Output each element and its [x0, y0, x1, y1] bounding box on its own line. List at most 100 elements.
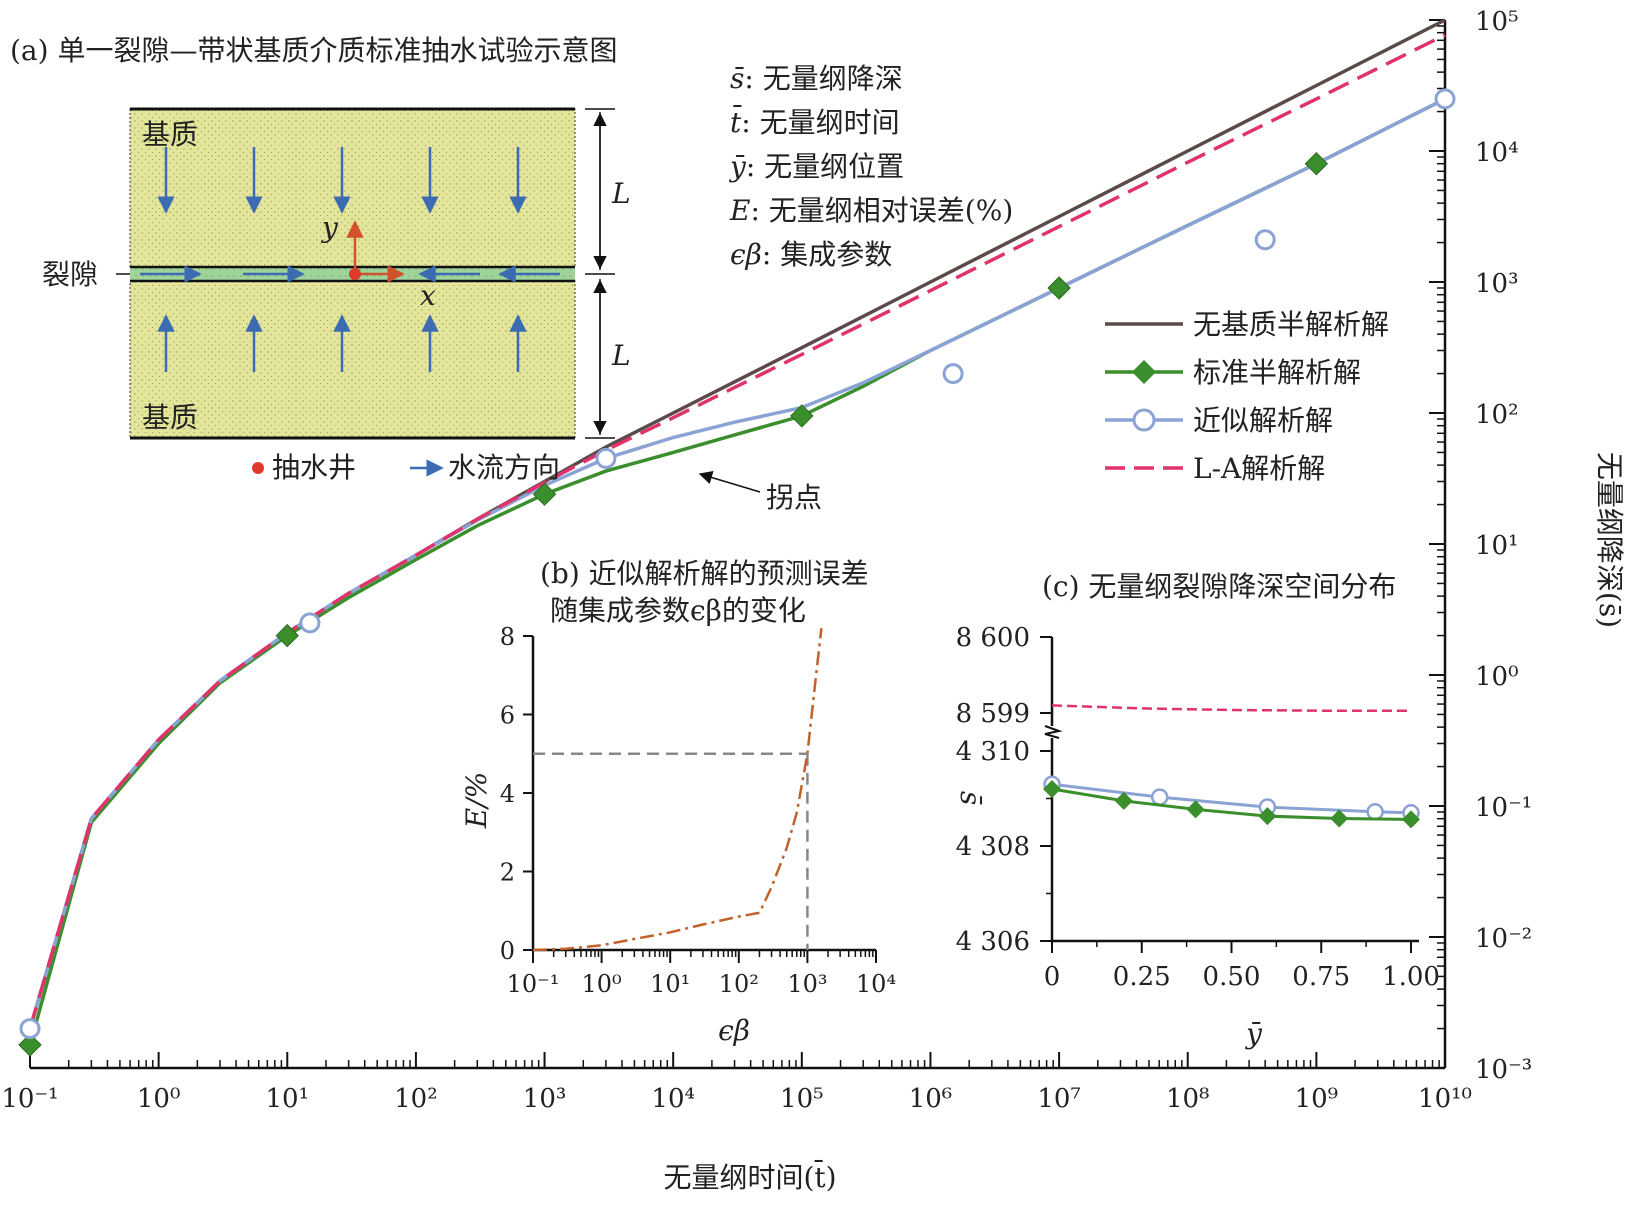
circle-marker	[1434, 88, 1456, 110]
y-tick-label: 10⁻³	[1475, 1055, 1532, 1085]
panel-c-x-tick-label: 0.75	[1292, 962, 1350, 992]
y-tick-label: 10⁴	[1475, 138, 1519, 168]
matrix-bottom-region	[129, 280, 576, 439]
panel-b-x-tick-label: 10¹	[650, 970, 690, 998]
panel-b-axes: 10⁻¹ 10⁰ 10¹ 10² 10³ 10⁴ 0 2 4 6 8	[500, 623, 896, 998]
dim-label-top: L	[611, 177, 631, 210]
panel-c-x-tick-label: 0.50	[1203, 962, 1261, 992]
schematic-y-label: y	[320, 211, 339, 244]
diamond-marker	[1304, 151, 1329, 176]
circle-marker	[1254, 229, 1276, 251]
panel-c-diamond-marker	[1186, 800, 1205, 819]
notation-description: : 无量纲降深	[744, 62, 902, 95]
notation-description: : 无量纲位置	[746, 150, 904, 183]
notation-item: s̄: 无量纲降深	[730, 62, 903, 95]
x-tick-label: 10⁻¹	[1, 1084, 58, 1114]
x-tick-label: 10⁴	[651, 1084, 695, 1114]
panel-b-y-title: E/%	[460, 772, 493, 829]
diamond-marker	[275, 623, 299, 648]
panel-b-y-tick-label: 8	[500, 623, 515, 651]
diamond-marker	[790, 404, 814, 428]
circle-marker	[299, 612, 321, 634]
panel-b-y-tick-label: 6	[500, 702, 515, 730]
x-tick-label: 10¹	[266, 1084, 310, 1114]
panel-b-series	[532, 628, 823, 952]
panel-b-y-tick-label: 2	[500, 859, 515, 887]
panel-c-x-title: ȳ	[1244, 1017, 1263, 1050]
diamond-marker	[1047, 276, 1071, 300]
panel-c-diamond-marker	[1043, 780, 1061, 798]
legend-well-dot	[252, 462, 264, 474]
panel-c-diamond-marker	[1258, 807, 1277, 826]
x-tick-label: 10⁸	[1166, 1084, 1210, 1114]
y-tick-label: 10⁵	[1475, 7, 1519, 37]
pumping-well-dot	[349, 268, 361, 280]
y-tick-label: 10⁻²	[1475, 924, 1532, 954]
notation-symbol: s̄	[730, 62, 745, 95]
circle-marker	[19, 1018, 41, 1040]
panel-b-y-tick-label: 4	[500, 780, 515, 808]
inflection-label: 拐点	[766, 481, 822, 514]
x-tick-label: 10⁵	[780, 1084, 824, 1114]
panel-c-standard-curve	[1051, 787, 1412, 821]
circle-marker	[942, 363, 964, 385]
diamond-marker	[532, 482, 557, 506]
matrix-label-bottom: 基质	[142, 401, 198, 434]
main-y-axis: 10⁻³ 10⁻² 10⁻¹ 10⁰ 10¹ 10² 10³ 10⁴ 10⁵	[1429, 7, 1532, 1085]
x-tick-label: 10¹⁰	[1418, 1084, 1472, 1114]
main-x-axis: 10⁻¹ 10⁰ 10¹ 10² 10³ 10⁴ 10⁵ 10⁶ 10⁷ 10⁸ 10⁹ 10¹⁰	[1, 1052, 1472, 1114]
main-x-axis-title: 无量纲时间(t̄)	[663, 1159, 836, 1194]
panel-c-diamond-marker	[1330, 809, 1349, 828]
panel-b-x-title: ϵβ	[718, 1014, 750, 1047]
notation-item: E: 无量纲相对误差(%)	[729, 194, 1013, 227]
y-tick-label: 10⁻¹	[1475, 793, 1532, 823]
panel-b-inset: (b) 近似解析解的预测误差 随集成参数ϵβ的变化 10⁻¹ 10⁰ 10¹ 10² 1…	[460, 557, 896, 1047]
panel-b-title-line1: (b) 近似解析解的预测误差	[540, 557, 869, 590]
panel-c-y-tick-label: 4 306	[956, 927, 1030, 957]
legend-label: 近似解析解	[1193, 404, 1333, 437]
panel-c-diamond-marker	[1114, 791, 1133, 810]
notation-description: : 无量纲时间	[741, 106, 899, 139]
panel-c-title: (c) 无量纲裂隙降深空间分布	[1042, 570, 1396, 603]
panel-b-x-tick-label: 10³	[787, 970, 827, 998]
x-tick-label: 10⁶	[909, 1084, 953, 1114]
panel-b-x-tick-label: 10⁻¹	[507, 970, 560, 998]
panel-a-title: (a) 单一裂隙—带状基质介质标准抽水试验示意图	[10, 34, 617, 67]
matrix-label-top: 基质	[142, 118, 198, 151]
dimension-marks	[585, 108, 615, 439]
panel-c-y-tick-label: 8 599	[956, 699, 1030, 729]
x-tick-label: 10²	[394, 1084, 438, 1114]
notation-description: : 无量纲相对误差(%)	[750, 194, 1013, 227]
legend-label: L-A解析解	[1193, 452, 1325, 485]
panel-c-la-curve	[1051, 704, 1411, 712]
notation-item: t̄: 无量纲时间	[730, 104, 900, 139]
x-tick-label: 10⁷	[1037, 1084, 1081, 1114]
circle-marker	[595, 447, 617, 469]
panel-c-y-tick-label: 8 600	[956, 623, 1030, 653]
panel-c-series	[1043, 704, 1420, 829]
dim-label-bottom: L	[611, 339, 631, 372]
panel-c-circle-marker	[1150, 788, 1169, 806]
legend-diamond-marker	[1132, 360, 1156, 384]
panel-b-title-line2: 随集成参数ϵβ的变化	[550, 594, 806, 627]
matrix-top-region	[129, 108, 576, 268]
notation-symbol: ϵβ	[730, 238, 762, 271]
main-y-axis-title: 无量纲降深(s̄)	[1593, 452, 1626, 628]
panel-c-x-tick-label: 0	[1044, 962, 1061, 992]
legend-flow-label: 水流方向	[448, 451, 560, 484]
series-line	[28, 33, 1446, 1030]
schematic-x-label: x	[420, 279, 436, 312]
panel-b-x-tick-label: 10⁰	[582, 970, 622, 998]
panel-c-x-tick-label: 1.00	[1382, 962, 1440, 992]
diamond-marker	[18, 1033, 42, 1057]
panel-b-x-tick-label: 10²	[719, 970, 759, 998]
panel-c-x-tick-label: 0.25	[1113, 962, 1171, 992]
x-tick-label: 10⁰	[137, 1084, 181, 1114]
panel-c-axes: 4 306 4 308 4 310 8 599 8 600 0 0.25 0.50 0.75 1.…	[956, 623, 1440, 992]
notation-item: ϵβ: 集成参数	[730, 238, 892, 271]
panel-b-y-tick-label: 0	[500, 937, 515, 965]
